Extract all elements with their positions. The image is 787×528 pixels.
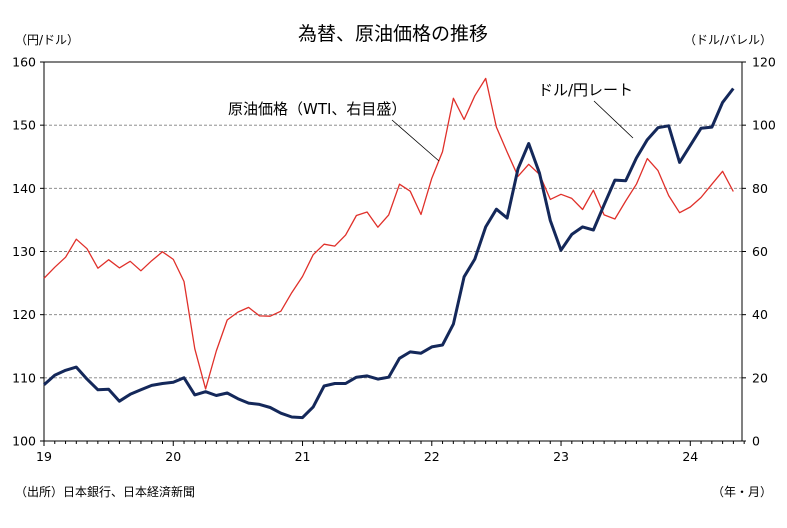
right-tick-label: 60 — [752, 244, 768, 259]
left-axis-unit: （円/ドル） — [15, 33, 79, 47]
left-tick-label: 130 — [12, 244, 36, 259]
right-tick-label: 80 — [752, 181, 768, 196]
usdjpy-series-annotation: ドル/円レート — [538, 81, 633, 99]
right-tick-label: 120 — [752, 55, 776, 70]
usd-jpy-line — [43, 87, 735, 420]
x-tick-label: 24 — [682, 449, 698, 464]
left-tick-label: 150 — [12, 118, 36, 133]
usdjpy-leader-line — [593, 100, 634, 139]
wti-oil-line — [43, 77, 734, 390]
right-axis: 0 20 40 60 80 100 120 — [742, 55, 776, 449]
x-tick-label: 21 — [295, 449, 311, 464]
x-axis-unit: （年・月） — [712, 485, 772, 499]
right-tick-label: 20 — [752, 370, 768, 385]
x-tick-label: 20 — [165, 449, 181, 464]
series-layer — [43, 77, 735, 420]
x-tick-label: 22 — [424, 449, 440, 464]
left-tick-label: 110 — [12, 370, 36, 385]
x-tick-label: 23 — [553, 449, 569, 464]
chart-title: 為替、原油価格の推移 — [298, 23, 488, 45]
x-tick-label: 19 — [36, 449, 52, 464]
left-tick-label: 160 — [12, 55, 36, 70]
right-tick-label: 0 — [752, 434, 760, 449]
right-tick-label: 100 — [752, 118, 776, 133]
oil-series-annotation: 原油価格（WTI、右目盛） — [228, 100, 406, 118]
gridlines — [44, 124, 742, 379]
plot-frame — [43, 61, 743, 442]
left-tick-label: 140 — [12, 181, 36, 196]
source-note: （出所）日本銀行、日本経済新聞 — [15, 484, 195, 499]
annotations: 原油価格（WTI、右目盛） ドル/円レート — [228, 81, 634, 162]
right-tick-label: 40 — [752, 307, 768, 322]
left-axis: 100 110 120 130 140 150 160 — [12, 55, 44, 449]
oil-leader-line — [391, 119, 440, 162]
x-axis: 19 20 21 22 23 24 — [36, 441, 745, 464]
left-tick-label: 120 — [12, 307, 36, 322]
right-axis-unit: （ドル/バレル） — [684, 33, 772, 47]
left-tick-label: 100 — [12, 434, 36, 449]
